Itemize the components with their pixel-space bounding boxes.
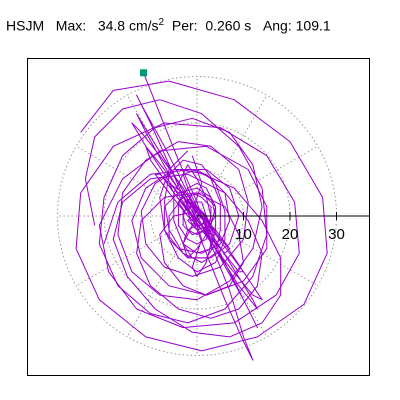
period-unit: s xyxy=(244,17,252,34)
x-tick-label-20: 20 xyxy=(282,226,299,243)
grid-spoke-240 xyxy=(126,215,198,338)
start-point-marker xyxy=(140,69,148,77)
grid-spoke-30 xyxy=(196,145,319,217)
grid-spoke-210 xyxy=(75,215,198,287)
period-label: Per: xyxy=(171,17,198,34)
trace-series-2 xyxy=(159,150,226,273)
angle-value: 109.1 xyxy=(295,17,331,34)
grid-spoke-150 xyxy=(75,145,198,217)
chart-title: HSJM Max: 34.8 cm/s2 Per: 0.260 s Ang: 1… xyxy=(6,17,331,39)
start-marker-layer xyxy=(140,69,148,77)
period-value: 0.260 xyxy=(205,17,241,34)
x-tick-label-30: 30 xyxy=(328,226,345,243)
station-name: HSJM xyxy=(6,17,45,34)
axis-layer: 10 20 30 xyxy=(197,212,369,243)
grid-spoke-330 xyxy=(196,215,319,287)
max-label: Max: xyxy=(55,17,87,34)
x-tick-label-10: 10 xyxy=(235,226,252,243)
max-unit-exponent: 2 xyxy=(158,17,165,28)
trace-series-4 xyxy=(75,80,328,352)
grid-spoke-120 xyxy=(126,94,198,217)
plot-frame xyxy=(27,58,370,376)
angle-label: Ang: xyxy=(262,17,292,34)
max-value: 34.8 xyxy=(97,17,126,34)
trace-series-5 xyxy=(103,169,282,338)
trace-series-3 xyxy=(84,99,268,324)
max-unit: cm/s xyxy=(128,17,159,34)
grid-spoke-300 xyxy=(196,215,268,338)
